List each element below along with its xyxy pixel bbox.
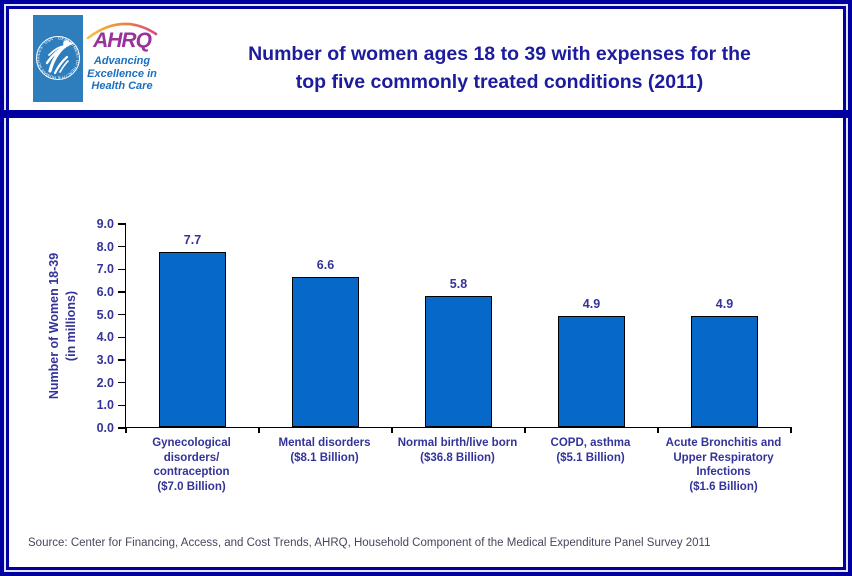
header-divider-bar: [0, 110, 852, 118]
y-tick-label: 1.0: [96, 398, 114, 413]
y-tick-mark: [118, 268, 126, 271]
bar-chart-plot-area: 0.0 1.0 2.0 3.0 4.0 5.0 6.0 7.0 8.0 9.0 7.7 6.6 5.8 4…: [97, 217, 792, 435]
x-category-label: Acute Bronchitis and Upper Respiratory I…: [665, 437, 782, 493]
x-category-label: COPD, asthma ($5.1 Billion): [550, 437, 631, 464]
tagline-line-2: Excellence in: [87, 67, 157, 80]
x-tick-mark: [790, 427, 792, 433]
bar-value-label: 4.9: [582, 296, 601, 311]
y-tick-label: 4.0: [96, 330, 114, 345]
bar-value-label: 7.7: [183, 233, 202, 248]
ahrq-arc-icon: [86, 22, 158, 40]
y-axis-title-line1: Number of Women 18-39: [47, 252, 61, 400]
y-tick-label: 8.0: [96, 239, 114, 254]
y-tick-label: 3.0: [96, 353, 114, 367]
y-tick-mark: [118, 336, 126, 339]
slide-title: Number of women ages 18 to 39 with expen…: [175, 40, 824, 96]
y-tick-mark: [118, 427, 126, 429]
ahrq-hhs-logo: DEPARTMENT OF HEALTH & HUMAN SERVICES · …: [33, 15, 161, 102]
ahrq-logo: AHRQ Advancing Excellence in Health Care: [83, 15, 161, 102]
bar-value-label: 4.9: [715, 296, 734, 311]
y-tick-label: 9.0: [96, 217, 114, 231]
x-tick-mark: [524, 427, 526, 433]
hhs-seal: DEPARTMENT OF HEALTH & HUMAN SERVICES · …: [33, 15, 83, 102]
ahrq-acronym: AHRQ: [93, 29, 152, 52]
y-tick-mark: [118, 381, 126, 384]
y-tick-mark: [118, 291, 126, 293]
x-tick-mark: [391, 427, 393, 433]
y-tick-mark: [118, 223, 126, 225]
y-axis-title-line2: (in millions): [64, 290, 78, 362]
tagline-line-1: Advancing: [93, 55, 151, 67]
x-tick-mark: [125, 427, 127, 433]
y-tick-mark: [118, 313, 126, 316]
y-tick-label: 6.0: [96, 285, 114, 299]
bar-value-label: 5.8: [449, 276, 468, 291]
y-tick-label: 7.0: [96, 262, 114, 277]
bar: [425, 295, 492, 427]
x-tick-mark: [258, 427, 260, 433]
x-tick-mark: [657, 427, 659, 433]
bar-value-label: 6.6: [316, 258, 335, 273]
y-tick-label: 5.0: [96, 307, 114, 322]
bar: [691, 315, 758, 427]
bar: [292, 277, 359, 427]
y-tick-mark: [118, 404, 126, 407]
x-category-label: Gynecological disorders/ contraception (…: [152, 437, 231, 493]
slide-title-line1: Number of women ages 18 to 39 with expen…: [248, 43, 751, 66]
y-tick-mark: [118, 245, 126, 248]
bar: [558, 315, 625, 427]
bar: [159, 252, 226, 427]
slide-title-line2: top five commonly treated conditions (20…: [295, 71, 704, 94]
y-tick-label: 0.0: [96, 421, 114, 435]
source-note: Source: Center for Financing, Access, an…: [28, 537, 711, 549]
y-tick-mark: [118, 359, 126, 361]
x-axis-category-labels: Gynecological disorders/ contraception (…: [125, 436, 790, 506]
hhs-eagle-icon: DEPARTMENT OF HEALTH & HUMAN SERVICES · …: [35, 35, 80, 80]
tagline-line-3: Health Care: [91, 80, 153, 92]
x-category-label: Normal birth/live born ($36.8 Billion): [397, 437, 518, 464]
x-category-label: Mental disorders ($8.1 Billion): [278, 437, 371, 464]
ahrq-tagline: Advancing Excellence in Health Care: [83, 55, 161, 93]
y-tick-label: 2.0: [96, 375, 114, 390]
svg-text:DEPARTMENT OF HEALTH & HUMAN S: DEPARTMENT OF HEALTH & HUMAN SERVICES · …: [35, 35, 80, 80]
